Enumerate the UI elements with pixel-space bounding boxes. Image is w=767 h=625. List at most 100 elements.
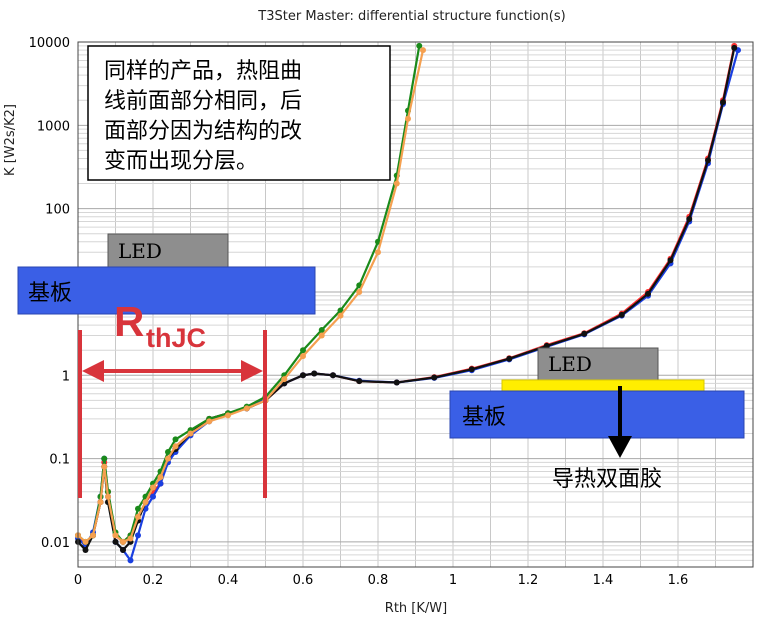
data-point bbox=[375, 249, 381, 256]
data-point bbox=[165, 455, 171, 462]
tick-labels: 00.20.40.60.811.21.41.60.010.11101001000… bbox=[29, 36, 689, 588]
data-point bbox=[142, 499, 149, 506]
data-point bbox=[337, 307, 344, 314]
rthjc-arrow-left-head bbox=[82, 360, 104, 382]
data-point bbox=[97, 499, 104, 506]
y-tick-label: 1000 bbox=[37, 119, 70, 134]
data-point bbox=[127, 535, 134, 542]
data-point bbox=[420, 47, 426, 54]
tape-layer bbox=[501, 379, 705, 392]
data-point bbox=[318, 332, 325, 339]
data-point bbox=[311, 370, 318, 377]
x-tick-label: 1.6 bbox=[668, 573, 689, 588]
chart-title: T3Ster Master: differential structure fu… bbox=[257, 9, 565, 24]
data-point bbox=[468, 366, 475, 373]
data-point bbox=[206, 418, 213, 425]
data-point bbox=[686, 216, 693, 223]
note-frame bbox=[87, 45, 391, 181]
data-point bbox=[112, 532, 119, 539]
data-point bbox=[393, 379, 400, 386]
substrate-block-left bbox=[17, 266, 316, 315]
data-point bbox=[105, 493, 111, 500]
data-point bbox=[356, 378, 363, 385]
x-tick-label: 0 bbox=[74, 573, 82, 588]
data-point bbox=[157, 474, 164, 481]
data-point bbox=[705, 157, 711, 164]
data-point bbox=[416, 42, 423, 49]
data-point bbox=[112, 538, 119, 545]
x-tick-label: 0.6 bbox=[293, 573, 314, 588]
led-block-right bbox=[537, 347, 659, 381]
data-point bbox=[330, 372, 336, 379]
data-point bbox=[157, 480, 164, 487]
data-point bbox=[225, 412, 231, 419]
tape-arrow-head bbox=[608, 436, 632, 458]
data-point bbox=[281, 376, 288, 383]
data-point bbox=[120, 538, 126, 545]
data-point bbox=[120, 546, 126, 553]
data-point bbox=[82, 538, 89, 545]
data-point bbox=[172, 443, 179, 450]
note-line-1: 同样的产品，热阻曲 bbox=[104, 59, 302, 84]
note-line-4: 变而出现分层。 bbox=[104, 149, 258, 174]
data-point bbox=[300, 347, 306, 354]
x-tick-label: 0.4 bbox=[218, 573, 239, 588]
note-line-3: 面部分因为结构的改 bbox=[104, 119, 302, 144]
x-tick-label: 0.8 bbox=[368, 573, 389, 588]
y-tick-label: 0.01 bbox=[41, 536, 70, 551]
x-tick-label: 1 bbox=[449, 573, 457, 588]
led-label-right: LED bbox=[548, 352, 592, 376]
data-point bbox=[356, 288, 363, 295]
substrate-block-right bbox=[449, 390, 745, 439]
note-box: 同样的产品，热阻曲 线前面部分相同，后 面部分因为结构的改 变而出现分层。 bbox=[87, 45, 391, 181]
data-point bbox=[90, 532, 96, 539]
series-5 bbox=[75, 47, 426, 545]
data-point bbox=[135, 513, 141, 520]
data-point bbox=[165, 449, 171, 456]
data-point bbox=[101, 463, 108, 470]
data-point bbox=[187, 430, 194, 437]
data-point bbox=[127, 557, 134, 564]
data-point bbox=[405, 115, 411, 122]
rthjc-arrow-right-head bbox=[241, 360, 263, 382]
data-point bbox=[720, 99, 726, 106]
data-point bbox=[393, 180, 400, 187]
y-tick-label: 1 bbox=[62, 369, 70, 384]
data-point bbox=[172, 436, 179, 443]
package-diagram-left: LED 基板 bbox=[17, 233, 316, 315]
led-block-left bbox=[107, 233, 229, 268]
rthjc-label-main: R bbox=[114, 298, 144, 345]
data-point bbox=[618, 311, 625, 318]
data-point bbox=[135, 505, 141, 512]
series-group bbox=[75, 42, 741, 564]
data-point bbox=[82, 546, 89, 553]
package-diagram-right: LED 基板 导热双面胶 bbox=[449, 347, 745, 492]
note-line-2: 线前面部分相同，后 bbox=[104, 89, 302, 114]
rthjc-annotation: R thJC bbox=[78, 298, 267, 498]
led-label-left: LED bbox=[118, 239, 162, 263]
data-point bbox=[431, 374, 438, 381]
data-point bbox=[667, 257, 674, 264]
y-tick-label: 100 bbox=[45, 203, 70, 218]
data-point bbox=[101, 455, 108, 462]
data-point bbox=[150, 493, 156, 500]
data-point bbox=[150, 484, 156, 491]
tape-label: 导热双面胶 bbox=[552, 467, 662, 492]
data-point bbox=[543, 342, 550, 349]
x-tick-label: 1.2 bbox=[518, 573, 539, 588]
substrate-label-right: 基板 bbox=[462, 405, 506, 430]
x-tick-label: 0.2 bbox=[143, 573, 164, 588]
y-tick-label: 10000 bbox=[29, 36, 70, 51]
data-point bbox=[135, 532, 141, 539]
data-point bbox=[731, 44, 738, 51]
x-axis-title: Rth [K/W] bbox=[385, 601, 447, 616]
data-point bbox=[300, 353, 306, 360]
data-point bbox=[506, 355, 513, 362]
data-point bbox=[645, 290, 651, 297]
data-point bbox=[243, 405, 250, 412]
data-point bbox=[581, 330, 588, 337]
y-axis-title: K [W2s/K2] bbox=[3, 104, 18, 176]
substrate-label-left: 基板 bbox=[28, 281, 72, 306]
